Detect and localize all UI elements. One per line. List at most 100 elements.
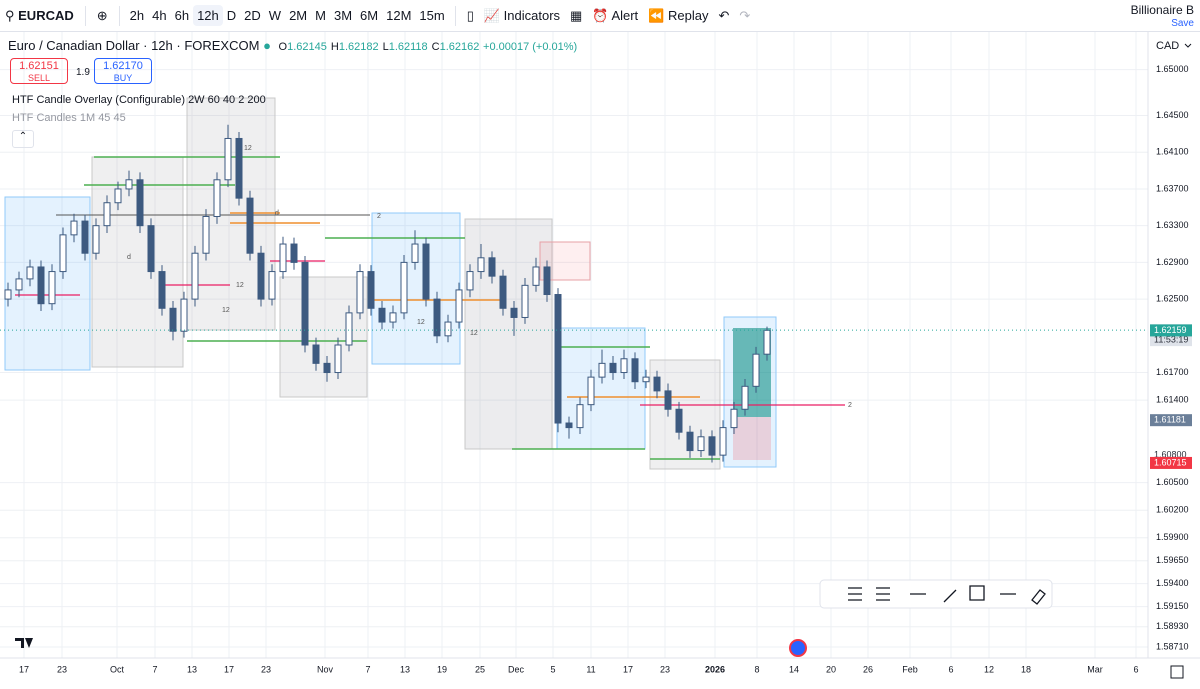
price-label-bg <box>1150 414 1192 427</box>
layouts-button[interactable]: ▦ <box>570 7 583 23</box>
candle-body <box>686 431 694 452</box>
y-tick-label: 1.59400 <box>1156 578 1189 588</box>
interval[interactable]: 6h <box>174 8 190 23</box>
annotation: 12 <box>236 282 244 289</box>
ohlc-value: 1.62182 <box>338 41 379 53</box>
candle-body <box>763 329 771 355</box>
account[interactable]: Billionaire B Save <box>1131 4 1194 30</box>
x-tick-label: 11 <box>586 664 595 674</box>
htf-box <box>649 359 721 470</box>
price-label-time: 11:53:19 <box>1154 335 1188 345</box>
indicator[interactable]: HTF Candles 1M 45 45 <box>12 112 126 124</box>
candle-body <box>631 358 639 383</box>
x-tick-label: 25 <box>475 664 485 674</box>
compare-button[interactable]: ⊕ <box>96 7 108 23</box>
htf-box <box>556 327 646 450</box>
candle-body <box>488 257 496 277</box>
candle-body <box>59 234 67 273</box>
candle-body <box>378 307 386 323</box>
candle-body <box>642 376 650 383</box>
candle-body <box>664 390 672 410</box>
interval[interactable]: 3M <box>333 8 353 23</box>
x-axis: 17 23 Oct 7 13 17 23 Nov 7 13 19 25 Dec 5 11 17 23 2026 8 1… <box>19 664 1139 674</box>
interval[interactable]: M <box>315 8 326 23</box>
y-tick-label: 1.61700 <box>1156 367 1189 377</box>
annotations: 12 12 12 d d 2 12 12 2 <box>127 145 852 409</box>
y-tick-label: 1.61400 <box>1156 394 1189 404</box>
candle-body <box>15 278 23 291</box>
candle-body <box>92 225 100 254</box>
interval[interactable]: 2D <box>244 8 261 23</box>
y-tick-label: 1.64500 <box>1156 110 1189 120</box>
candle-body <box>235 137 243 199</box>
candle-body <box>653 376 661 392</box>
candle-body <box>37 266 45 305</box>
interval[interactable]: W <box>268 8 282 23</box>
alert-button[interactable]: ⏰ Alert <box>592 7 639 23</box>
candle-body <box>741 385 749 410</box>
interval[interactable]: D <box>226 8 237 23</box>
replay-button[interactable]: ⏪ Replay <box>648 7 709 23</box>
y-tick-label: 1.58710 <box>1156 641 1189 651</box>
candle-body <box>719 427 727 456</box>
buy-label: BUY <box>113 73 133 83</box>
candle-body <box>279 243 287 273</box>
x-tick-label: 18 <box>1021 664 1031 674</box>
candle-body <box>367 271 375 309</box>
candle-body <box>301 261 309 346</box>
x-tick-label: 17 <box>224 664 234 674</box>
candle-body <box>411 243 419 263</box>
symbol-title: Euro / Canadian Dollar · 12h · FOREXCOM <box>8 38 260 53</box>
x-tick-label: 23 <box>261 664 271 674</box>
price-label: 1.61181 <box>1154 415 1186 425</box>
change: +0.00017 (+0.01%) <box>483 41 578 53</box>
interval[interactable]: 2h <box>129 8 145 23</box>
candle-body <box>752 353 760 387</box>
interval[interactable]: 6M <box>360 8 379 23</box>
y-tick-label: 1.62900 <box>1156 257 1189 267</box>
indicators-button[interactable]: 📈 Indicators <box>483 7 561 23</box>
candle-body <box>158 271 166 309</box>
chart-type[interactable]: ▯ <box>466 7 474 23</box>
candle-body <box>400 261 408 314</box>
htf-box <box>464 218 553 450</box>
drawing-tools[interactable] <box>848 585 1046 605</box>
x-tick-label: 13 <box>400 664 410 674</box>
collapse-button[interactable]: ⌃ <box>12 130 34 148</box>
interval[interactable]: 15m <box>419 8 445 23</box>
undo[interactable]: ↶ <box>718 7 730 23</box>
candle-body <box>543 266 551 296</box>
sell-label: SELL <box>27 73 51 83</box>
candle-body <box>290 243 298 263</box>
symbol-search[interactable]: ⚲ EURCAD <box>5 7 74 23</box>
annotation: 12 <box>417 319 425 326</box>
candle-body <box>224 137 232 181</box>
candle-body <box>345 312 353 346</box>
x-tick-label: Nov <box>317 664 334 674</box>
y-tick-label: 1.63300 <box>1156 220 1189 230</box>
buy-button[interactable]: 1.62170 BUY <box>94 58 152 84</box>
candle-body <box>620 358 628 374</box>
candle-body <box>334 344 342 374</box>
status-dot: ● <box>263 38 271 53</box>
indicator[interactable]: HTF Candle Overlay (Configurable) 2W 60 … <box>12 94 266 106</box>
htf-body <box>733 417 771 460</box>
x-tick-label: 2026 <box>705 664 725 674</box>
sell-button[interactable]: 1.62151 SELL <box>10 58 68 84</box>
settings-icon[interactable] <box>1170 665 1184 679</box>
candle-body <box>257 252 265 300</box>
interval[interactable]: 12M <box>386 8 412 23</box>
currency[interactable]: CAD <box>1156 40 1179 52</box>
interval[interactable]: 12h <box>193 5 223 26</box>
candle-body <box>532 266 540 286</box>
drawing-toolbar <box>819 579 1053 609</box>
annotation: 2 <box>377 213 381 220</box>
candle-body <box>180 298 188 332</box>
interval[interactable]: 4h <box>152 8 167 23</box>
candle-body <box>356 271 364 314</box>
interval[interactable]: 2M <box>289 8 308 23</box>
save-button[interactable]: Save <box>1171 18 1194 29</box>
event-marker[interactable] <box>789 639 807 657</box>
redo[interactable]: ↷ <box>739 7 751 23</box>
x-tick-label: 5 <box>550 664 555 674</box>
